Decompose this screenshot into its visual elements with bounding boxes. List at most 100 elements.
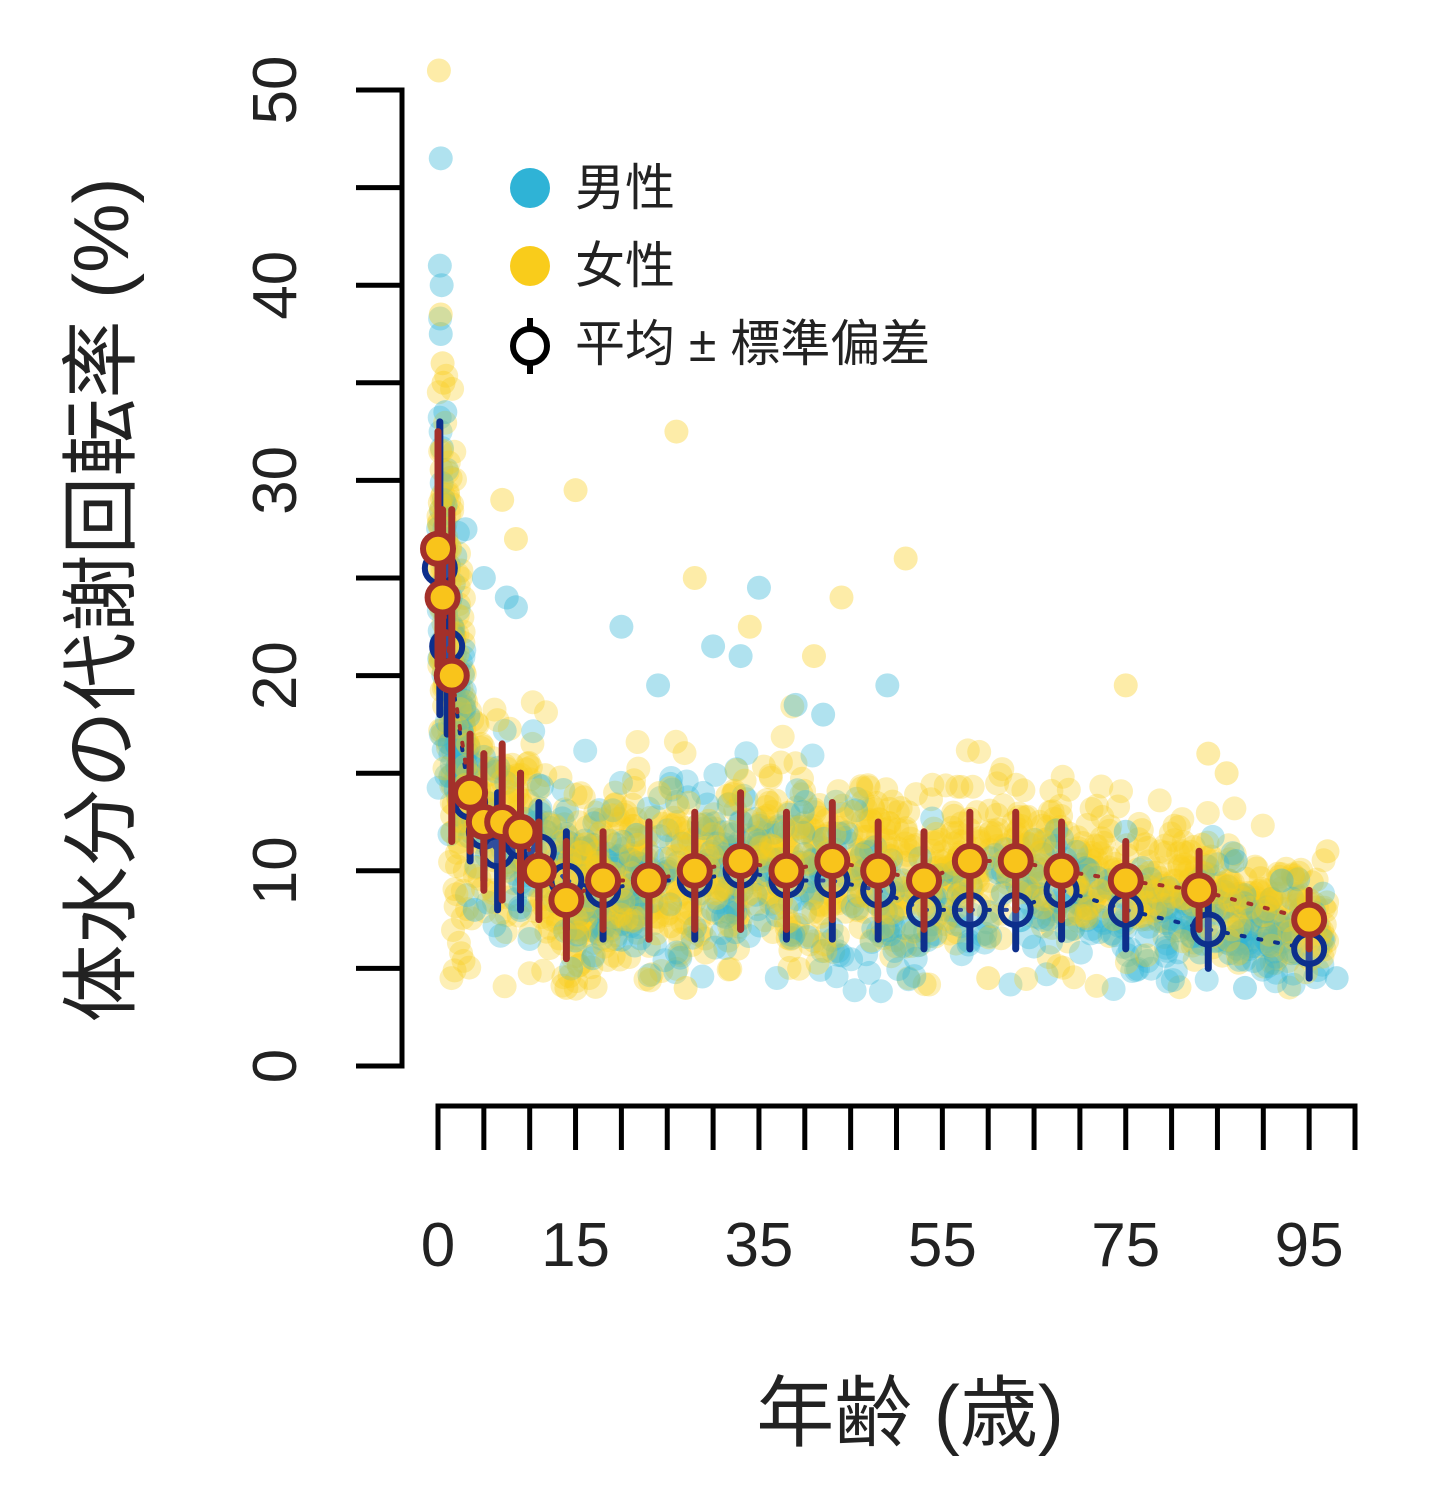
female-outlier-point xyxy=(682,566,707,590)
female-raw-point xyxy=(1088,841,1113,866)
female-mean-point xyxy=(1291,901,1328,938)
male-raw-point xyxy=(581,833,606,858)
female-raw-point xyxy=(568,781,593,806)
male-raw-point xyxy=(1155,931,1180,956)
female-raw-point xyxy=(1088,878,1113,903)
female-raw-point xyxy=(602,803,627,828)
female-raw-point xyxy=(564,832,589,857)
female-raw-point xyxy=(881,899,906,924)
female-outlier-point xyxy=(801,644,826,669)
female-raw-point xyxy=(624,902,649,927)
male-raw-point xyxy=(637,963,662,988)
male-raw-point xyxy=(713,936,738,960)
male-outlier-point xyxy=(1223,849,1248,874)
male-outlier-point xyxy=(428,146,453,171)
female-raw-point xyxy=(850,808,875,833)
male-raw-point xyxy=(1155,895,1180,920)
female-raw-point xyxy=(637,933,661,958)
female-raw-point xyxy=(1162,813,1187,838)
male-raw-point xyxy=(618,847,643,872)
female-raw-point xyxy=(1135,835,1160,860)
female-raw-point xyxy=(583,807,608,832)
male-raw-point xyxy=(1074,898,1099,923)
female-raw-point xyxy=(1219,891,1244,916)
female-raw-point xyxy=(1247,878,1272,903)
female-raw-point xyxy=(1144,896,1169,921)
female-raw-point xyxy=(458,699,483,724)
male-raw-point xyxy=(1155,938,1180,963)
female-raw-point xyxy=(625,730,650,754)
female-raw-point xyxy=(923,924,948,949)
male-raw-point xyxy=(1206,901,1231,926)
female-raw-point xyxy=(839,800,864,824)
female-raw-point xyxy=(1272,917,1297,941)
male-raw-point xyxy=(660,777,685,802)
female-raw-point xyxy=(1299,870,1324,895)
female-raw-point xyxy=(752,835,776,859)
female-raw-point xyxy=(1030,813,1055,838)
female-raw-point xyxy=(1152,925,1177,949)
male-raw-point xyxy=(1165,940,1190,965)
female-raw-point xyxy=(1265,868,1290,893)
female-raw-point xyxy=(1170,929,1195,954)
male-raw-point xyxy=(1101,977,1126,1001)
female-raw-point xyxy=(1173,840,1198,865)
female-raw-point xyxy=(574,832,599,857)
male-raw-point xyxy=(793,900,818,925)
female-raw-point xyxy=(1126,827,1151,852)
female-raw-point xyxy=(882,928,907,953)
female-raw-point xyxy=(583,800,608,825)
female-raw-point xyxy=(1264,903,1289,928)
male-raw-point xyxy=(711,820,736,845)
male-raw-point xyxy=(702,811,727,836)
female-raw-point xyxy=(1150,878,1175,903)
female-raw-point xyxy=(1085,855,1110,880)
female-raw-point xyxy=(664,956,689,981)
female-raw-point xyxy=(623,910,647,935)
female-raw-point xyxy=(606,806,631,831)
female-raw-point xyxy=(600,903,625,928)
female-outlier-point xyxy=(1196,741,1221,766)
y-tick-label: 10 xyxy=(241,836,310,905)
female-raw-point xyxy=(802,818,827,843)
female-raw-point xyxy=(1030,837,1055,862)
female-raw-point xyxy=(551,965,576,990)
female-raw-point xyxy=(670,910,694,935)
female-raw-point xyxy=(1167,853,1192,878)
female-raw-point xyxy=(649,959,674,983)
male-raw-point xyxy=(609,927,634,952)
female-raw-point xyxy=(886,836,911,861)
female-raw-point xyxy=(580,837,605,862)
male-raw-point xyxy=(580,946,605,971)
axes: 0 10 20 30 40 50 0 15 35 55 75 95 年齢 (歳) 体水分の代謝回転率 (%… xyxy=(57,56,1358,1457)
female-raw-point xyxy=(1249,876,1274,901)
female-raw-point xyxy=(1097,924,1122,949)
female-raw-point xyxy=(439,966,464,991)
female-raw-point xyxy=(1256,888,1281,913)
male-raw-point xyxy=(1022,827,1047,852)
female-raw-point xyxy=(697,815,721,840)
female-raw-point xyxy=(923,829,948,854)
female-raw-point xyxy=(928,827,953,852)
male-raw-point xyxy=(868,979,893,1004)
female-outlier-point xyxy=(503,526,528,551)
female-raw-point xyxy=(917,972,942,997)
female-raw-point xyxy=(879,944,904,969)
female-raw-point xyxy=(566,953,591,978)
y-tick-label: 20 xyxy=(241,641,310,710)
male-raw-point xyxy=(1267,926,1292,951)
female-raw-point xyxy=(1225,922,1250,947)
female-raw-point xyxy=(1065,825,1090,850)
female-raw-point xyxy=(1238,928,1263,952)
female-raw-point xyxy=(493,920,518,944)
male-raw-point xyxy=(551,778,576,802)
female-raw-point xyxy=(718,822,743,847)
female-raw-point xyxy=(449,700,474,725)
female-raw-point xyxy=(1235,886,1260,911)
female-raw-point xyxy=(849,774,873,799)
female-raw-point xyxy=(1145,872,1170,897)
male-raw-point xyxy=(573,828,597,853)
female-raw-point xyxy=(1264,947,1289,972)
male-raw-point xyxy=(475,890,500,915)
